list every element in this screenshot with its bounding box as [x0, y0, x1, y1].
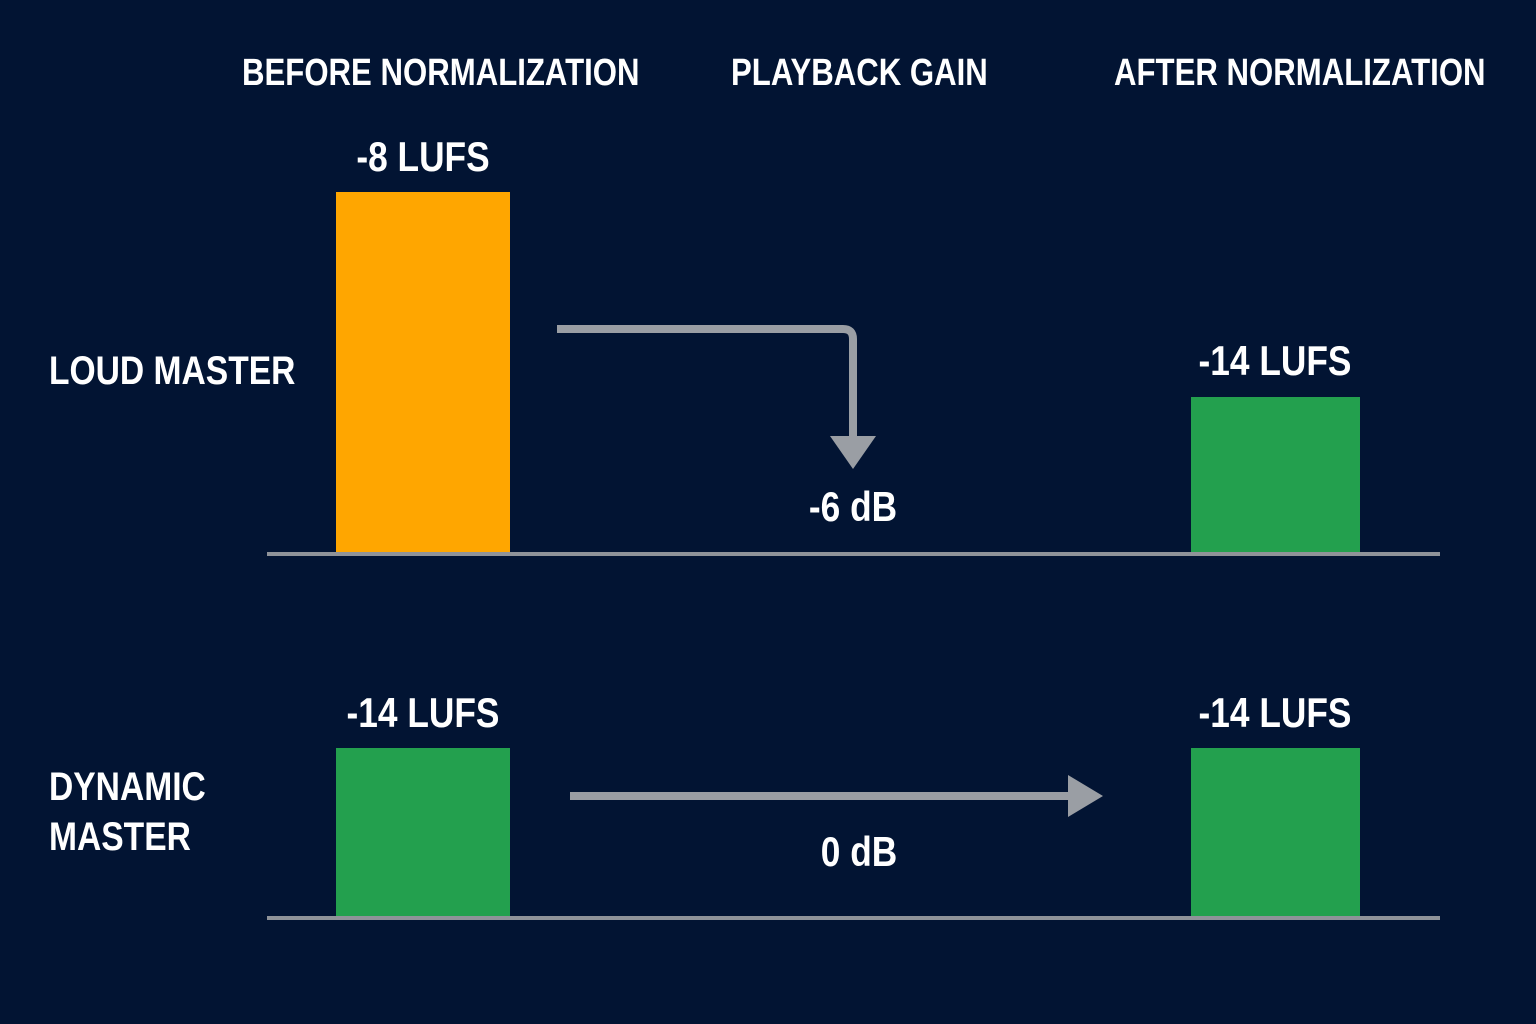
elbow-down-arrow-icon — [557, 325, 876, 469]
loud-after-bar — [1191, 397, 1360, 554]
loud-before-bar — [336, 192, 510, 554]
dynamic-before-value: -14 LUFS — [346, 689, 500, 736]
loud-gain-value: -6 dB — [808, 483, 898, 530]
right-arrow-icon — [570, 775, 1103, 817]
dynamic-before-bar — [336, 748, 510, 918]
loud-before-value: -8 LUFS — [356, 133, 490, 180]
dynamic-row-baseline — [267, 916, 1440, 920]
row-label-dynamic-line2: MASTER — [49, 815, 191, 859]
dynamic-gain-value: 0 dB — [820, 828, 898, 875]
dynamic-after-value: -14 LUFS — [1198, 689, 1352, 736]
row-label-dynamic-master: DYNAMIC MASTER — [49, 762, 206, 862]
loud-after-value: -14 LUFS — [1198, 337, 1352, 384]
row-label-loud-master: LOUD MASTER — [49, 349, 296, 393]
loud-row-baseline — [267, 552, 1440, 556]
column-header-gain: PLAYBACK GAIN — [731, 52, 988, 94]
row-label-dynamic-line1: DYNAMIC — [49, 765, 206, 809]
column-header-after: AFTER NORMALIZATION — [1114, 52, 1486, 94]
dynamic-after-bar — [1191, 748, 1360, 918]
column-header-before: BEFORE NORMALIZATION — [242, 52, 640, 94]
